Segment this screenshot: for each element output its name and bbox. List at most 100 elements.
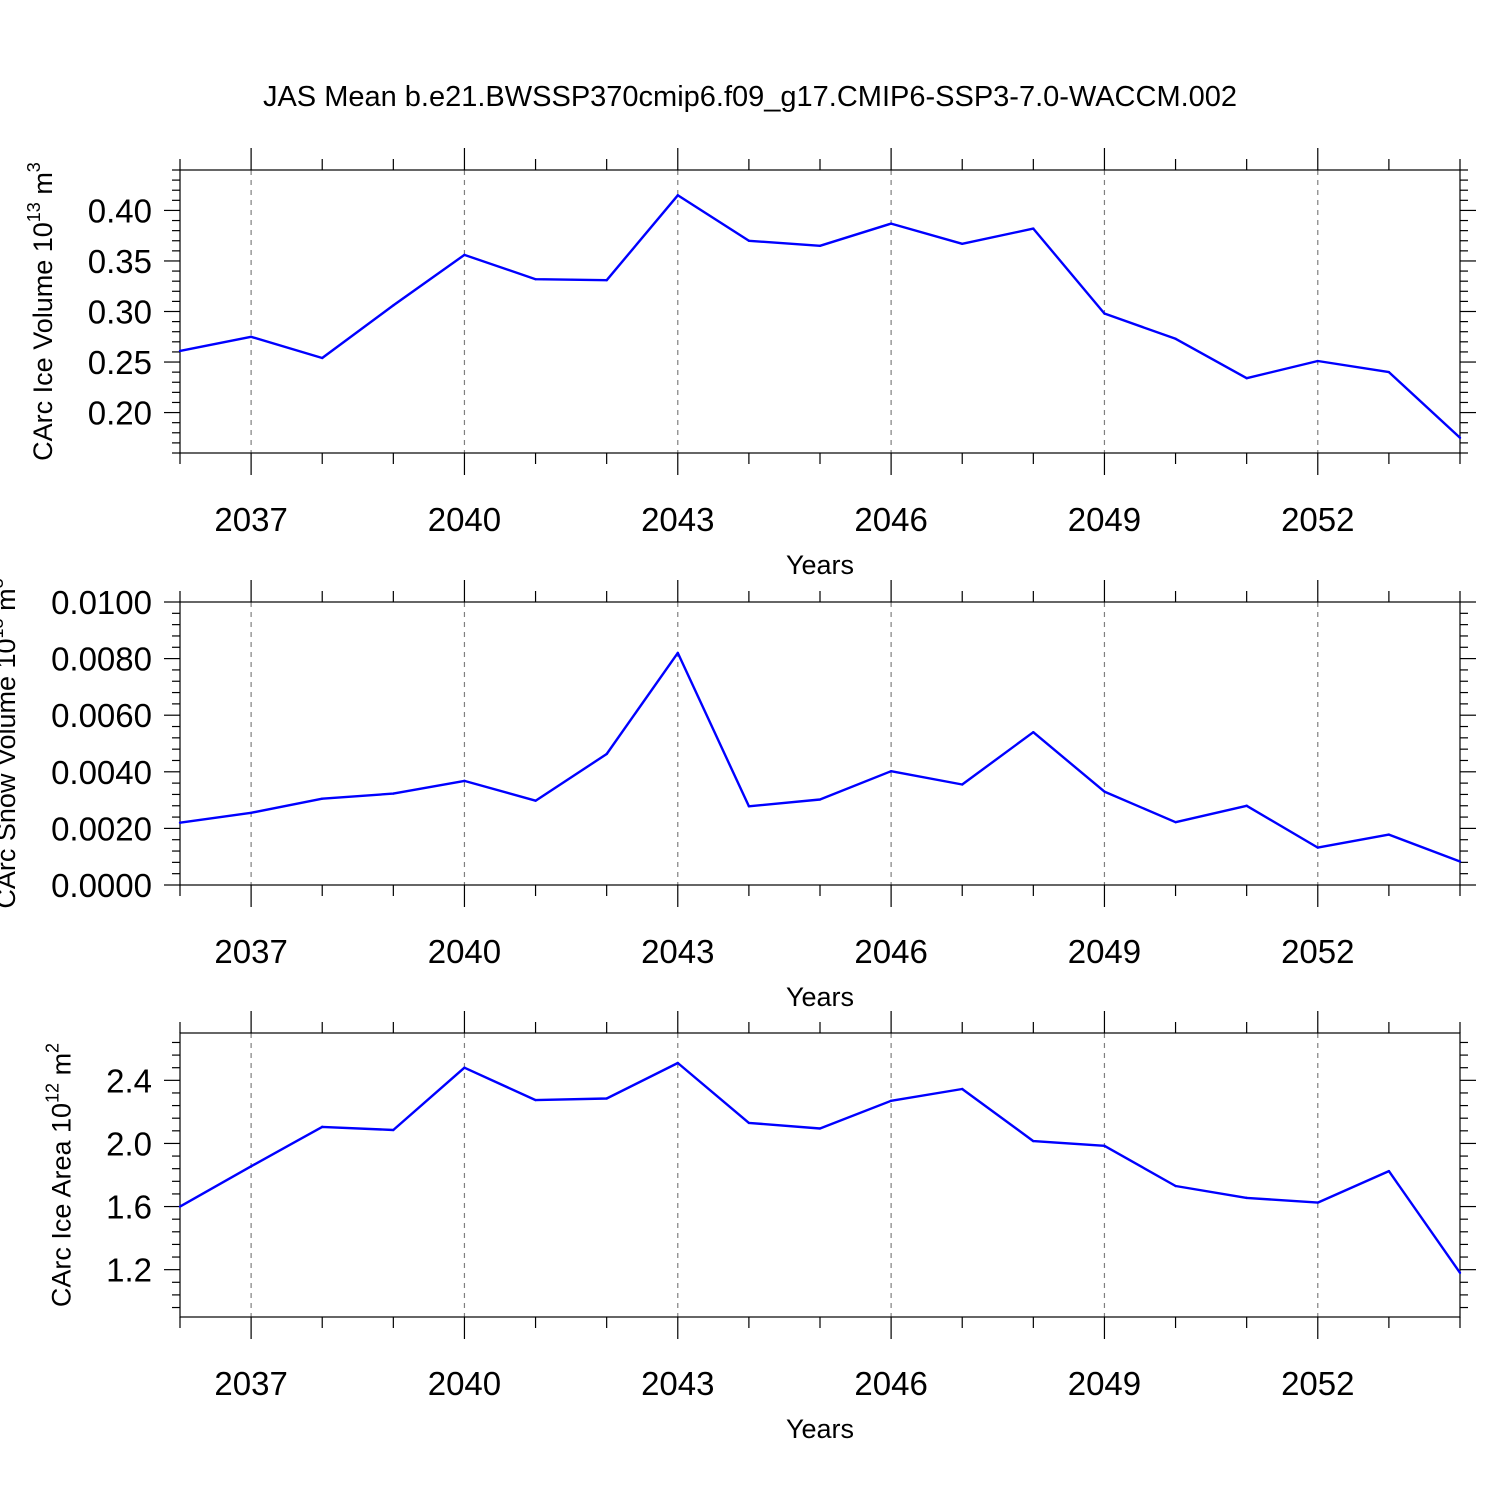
chart-0-xtick-label-4: 2049 [1068,501,1141,538]
chart-0-xtick-label-1: 2040 [428,501,501,538]
chart-1-ytick-label-2: 0.0040 [51,754,152,791]
chart-0-xtick-label-2: 2043 [641,501,714,538]
chart-1-point-2044 [747,805,751,808]
chart-0-point-2045 [818,244,822,248]
chart-2-point-2045 [818,1127,822,1130]
chart-2-point-2052 [1316,1201,1319,1204]
chart-0-point-2049 [1103,312,1106,315]
chart-2-point-2042 [605,1097,608,1100]
chart-2-xtick-label-1: 2040 [428,1365,501,1402]
chart-1-point-2041 [534,799,537,802]
chart-0-ytick-label-4: 0.40 [88,192,152,229]
chart-0-point-2038 [321,356,324,360]
chart-1-xtick-label-4: 2049 [1068,933,1141,970]
chart-2-plot-frame [179,1032,1461,1318]
chart-0-point-2050 [1174,337,1177,340]
chart-1-series-line [179,651,1461,863]
chart-0-point-2051 [1245,377,1248,380]
panel-snow-volume: 2037 2040 2043 2046 2049 2052 0.0000 0.0020 0.00… [0,578,1476,1012]
chart-1-point-2048 [1032,730,1035,734]
chart-1-xtick-label-1: 2040 [428,933,501,970]
chart-1-ytick-label-1: 0.0020 [51,810,152,847]
chart-0-point-2048 [1032,227,1035,230]
chart-2-point-2048 [1032,1139,1035,1143]
panel-ice-volume: 2037 2040 2043 2046 2049 2052 0.20 0.25 0.30 0.35… [24,148,1476,580]
chart-0-xtick-label-3: 2046 [854,501,927,538]
chart-2-point-2053 [1387,1169,1391,1173]
chart-1-plot-frame [179,601,1461,886]
chart-0-ytick-label-2: 0.30 [88,294,152,331]
figure-title: JAS Mean b.e21.BWSSP370cmip6.f09_g17.CMI… [263,81,1237,113]
chart-1-ytick-label-5: 0.0100 [51,584,152,621]
chart-0-point-2040 [463,253,466,257]
chart-2-xtick-label-4: 2049 [1068,1365,1141,1402]
chart-0-point-2046 [889,222,893,225]
chart-1-point-2046 [889,770,893,773]
chart-1-xtick-label-3: 2046 [854,933,927,970]
chart-2-point-2038 [321,1125,324,1129]
chart-1-xtick-label-2: 2043 [641,933,714,970]
chart-1-y-axis-title: CArc Snow Volume 1013 m3 [0,578,21,908]
chart-0-ytick-label-1: 0.25 [88,344,152,381]
chart-1-point-2036 [178,821,182,824]
chart-0-series-line [179,194,1461,439]
chart-0-plot-frame [179,169,1461,454]
chart-1-point-2047 [961,783,964,786]
chart-0-ytick-label-3: 0.35 [88,243,152,280]
panel-ice-area: 2037 2040 2043 2046 2049 2052 1.2 1.6 2.0 2.4 Year… [43,1011,1476,1444]
chart-2-ytick-label-2: 2.0 [106,1125,152,1162]
chart-2-series-line [179,1061,1461,1274]
chart-0-point-2036 [178,349,182,353]
chart-1-point-2051 [1245,804,1248,807]
chart-2-ytick-label-3: 2.4 [106,1062,152,1099]
chart-0-point-2053 [1387,370,1391,374]
chart-0-y-axis-title: CArc Ice Volume 1013 m3 [24,162,58,461]
chart-1-point-2050 [1174,820,1177,824]
chart-1-point-2042 [605,752,608,756]
chart-2-point-2047 [961,1087,964,1091]
chart-2-point-2040 [463,1066,466,1069]
chart-2-point-2049 [1103,1144,1106,1148]
chart-0-point-2041 [534,277,537,281]
chart-2-xtick-label-5: 2052 [1281,1365,1354,1402]
chart-2-y-axis-title: CArc Ice Area 1012 m2 [43,1043,77,1307]
chart-1-point-2037 [249,811,253,815]
chart-2-ytick-label-0: 1.2 [106,1252,152,1289]
chart-2-point-2036 [178,1205,182,1208]
chart-2-point-2043 [676,1061,679,1065]
chart-1-point-2043 [676,651,679,655]
chart-1-point-2053 [1387,833,1391,836]
chart-0-point-2052 [1316,359,1319,363]
chart-2-xtick-label-3: 2046 [854,1365,927,1402]
chart-2-xtick-label-0: 2037 [214,1365,287,1402]
chart-1-point-2054 [1458,860,1462,863]
chart-2-x-axis-title: Years [786,1414,854,1444]
chart-0-point-2042 [605,278,608,282]
chart-1-ytick-label-3: 0.0060 [51,697,152,734]
chart-0-xtick-label-5: 2052 [1281,501,1354,538]
chart-0-xtick-label-0: 2037 [214,501,287,538]
chart-0-ytick-label-0: 0.20 [88,395,152,432]
chart-0-point-2044 [747,239,751,242]
chart-2-point-2050 [1174,1184,1177,1188]
chart-0-point-2047 [961,242,964,245]
chart-1-ytick-label-0: 0.0000 [51,867,152,904]
chart-2-ytick-label-1: 1.6 [106,1189,152,1226]
chart-1-point-2049 [1103,790,1106,793]
chart-1-xtick-label-5: 2052 [1281,933,1354,970]
chart-2-point-2039 [392,1128,395,1132]
chart-2-point-2041 [534,1098,537,1102]
chart-1-point-2040 [463,779,466,783]
chart-0-point-2037 [249,335,253,338]
chart-2-point-2051 [1245,1196,1248,1200]
chart-0-point-2054 [1458,436,1462,440]
chart-1-xtick-label-0: 2037 [214,933,287,970]
chart-2-point-2046 [889,1099,893,1103]
chart-1-point-2038 [321,797,324,800]
chart-2-point-2044 [747,1121,751,1125]
chart-2-xtick-label-2: 2043 [641,1365,714,1402]
chart-1-x-axis-title: Years [786,982,854,1012]
chart-0-point-2039 [392,304,395,307]
chart-1-ytick-label-4: 0.0080 [51,641,152,678]
